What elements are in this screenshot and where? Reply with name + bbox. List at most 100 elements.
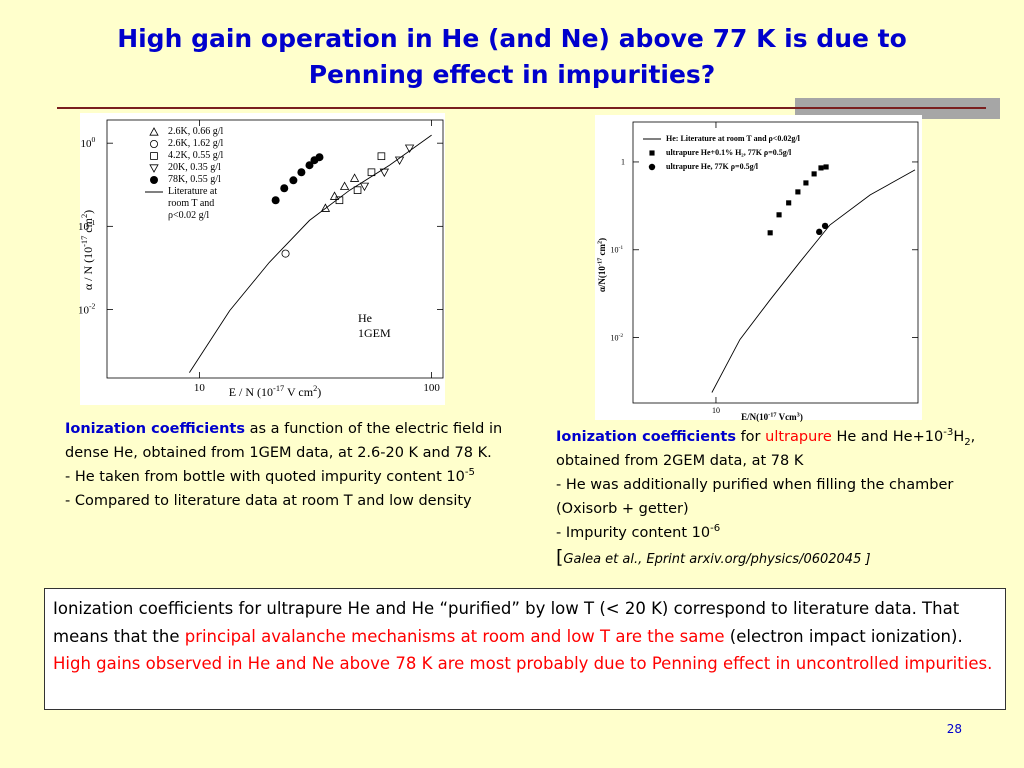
label-text: ) — [317, 385, 321, 399]
marker — [353, 186, 362, 194]
caption-text: - Compared to literature data at room T … — [65, 493, 472, 509]
marker — [786, 200, 792, 206]
left-caption: Ionization coefficients as a function of… — [65, 417, 527, 513]
marker — [150, 152, 158, 160]
marker — [379, 168, 390, 178]
y-tick-label: 10-2 — [611, 333, 624, 343]
label-text: ) — [800, 412, 803, 422]
label-superscript: -17 — [273, 384, 284, 393]
legend-entry: 4.2K, 0.55 g/l — [142, 150, 252, 162]
marker — [289, 176, 298, 185]
label-superscript: -17 — [768, 411, 776, 418]
right-caption: Ionization coefficients for ultrapure He… — [556, 425, 996, 572]
y-tick-label: 10-1 — [611, 245, 624, 255]
figure-left — [80, 113, 445, 405]
legend-label: Literature at room T and ρ<0.02 g/l — [168, 186, 218, 221]
legend-entry: ultrapure He+0.1% H₂, 77K ρ=0.5g/l — [640, 146, 880, 160]
marker — [795, 189, 801, 195]
caption-text: , obtained from 2GEM data, at 78 K — [556, 429, 976, 469]
caption-text: - He was additionally purified when fill… — [556, 477, 954, 517]
annotation: He — [358, 311, 372, 325]
x-axis-label: E / N (10-17 V cm2) — [229, 384, 322, 399]
marker — [305, 161, 314, 170]
caption-highlight: ultrapure — [765, 429, 832, 445]
label-superscript: -17 — [80, 236, 89, 247]
annotation: 1GEM — [358, 326, 391, 340]
label-superscript: 2 — [80, 214, 89, 218]
data-line — [711, 169, 916, 393]
marker — [823, 164, 829, 170]
page-number: 28 — [946, 722, 962, 736]
marker — [816, 228, 823, 236]
legend-swatch — [649, 150, 655, 156]
tick-exponent: 0 — [92, 135, 96, 144]
caption-reference: Galea et al., Eprint arxiv.org/physics/0… — [563, 552, 871, 567]
y-tick-label: 10-2 — [78, 301, 96, 316]
label-superscript: 2 — [313, 384, 317, 393]
marker — [404, 144, 415, 154]
caption-text: for — [735, 429, 766, 445]
legend-label: 78K, 0.55 g/l — [168, 174, 221, 185]
label-superscript: -17 — [596, 258, 603, 266]
tick-exponent: -2 — [619, 333, 624, 339]
conclusion-text: (electron impact ionization). — [724, 626, 963, 646]
marker — [349, 173, 360, 182]
legend-label: ultrapure He+0.1% H₂, 77K ρ=0.5g/l — [666, 148, 792, 157]
legend-label: 2.6K, 0.66 g/l — [168, 126, 224, 137]
legend-label: He: Literature at room T and ρ<0.02g/l — [666, 134, 800, 143]
y-tick-label: 1 — [621, 158, 625, 167]
label-superscript: 3 — [797, 411, 800, 418]
tick-exponent: -2 — [89, 301, 96, 310]
caption-term: Ionization coefficients — [65, 421, 245, 437]
caption-exponent: -6 — [710, 523, 721, 535]
tick-exponent: -1 — [89, 218, 96, 227]
label-text: α/N(10 — [597, 266, 607, 293]
legend: He: Literature at room T and ρ<0.02g/l ul… — [640, 132, 880, 174]
legend-label: 2.6K, 1.62 g/l — [168, 138, 224, 149]
marker — [821, 222, 829, 230]
legend-entry: 2.6K, 1.62 g/l — [142, 138, 252, 150]
marker — [818, 165, 824, 171]
title-line: High gain operation in He (and Ne) above… — [117, 24, 907, 53]
label-text: E / N (10 — [229, 385, 273, 399]
y-tick-label: 10-1 — [78, 218, 96, 233]
marker — [648, 163, 656, 171]
marker — [150, 176, 158, 184]
conclusion-text: Ionization coefficients for ultrapure He… — [53, 599, 960, 646]
tick-base: 10 — [78, 304, 90, 316]
y-tick-label: 100 — [81, 135, 96, 150]
marker — [767, 230, 773, 236]
caption-text: - Impurity content 10 — [556, 525, 711, 541]
marker — [359, 182, 370, 192]
tick-base: 10 — [611, 246, 619, 255]
x-tick-label: 10 — [194, 382, 206, 394]
legend-label: ultrapure He, 77K ρ=0.5g/l — [666, 162, 759, 171]
conclusion-highlight: High gains observed in He and Ne above 7… — [53, 654, 993, 673]
legend-label: 20K, 0.35 g/l — [168, 162, 221, 173]
legend-entry: Literature at room T and ρ<0.02 g/l — [142, 186, 252, 222]
label-text: Vcm — [777, 412, 798, 422]
legend-entry: 20K, 0.35 g/l — [142, 162, 252, 174]
marker — [776, 212, 782, 218]
marker — [811, 171, 817, 177]
marker — [149, 164, 159, 173]
label-text: V cm — [284, 385, 314, 399]
legend-swatch — [150, 152, 158, 160]
label-text: ) — [81, 210, 95, 214]
legend-entry: 2.6K, 0.66 g/l — [142, 126, 252, 138]
legend-swatch — [149, 127, 159, 136]
x-tick-label: 10 — [712, 406, 720, 415]
x-axis-label: E/N(10-17 Vcm3) — [741, 411, 803, 422]
y-axis-label: α / N (10-17 cm2) — [80, 210, 95, 290]
caption-text: - He taken from bottle with quoted impur… — [65, 469, 465, 485]
caption-text: H — [953, 429, 965, 445]
x-tick-label: 100 — [423, 382, 440, 394]
caption-text: He and He+10 — [831, 429, 944, 445]
tick-base: 10 — [81, 138, 93, 150]
label-superscript: 2 — [596, 241, 603, 244]
conclusion-box: Ionization coefficients for ultrapure He… — [44, 588, 1006, 710]
marker — [271, 196, 280, 205]
